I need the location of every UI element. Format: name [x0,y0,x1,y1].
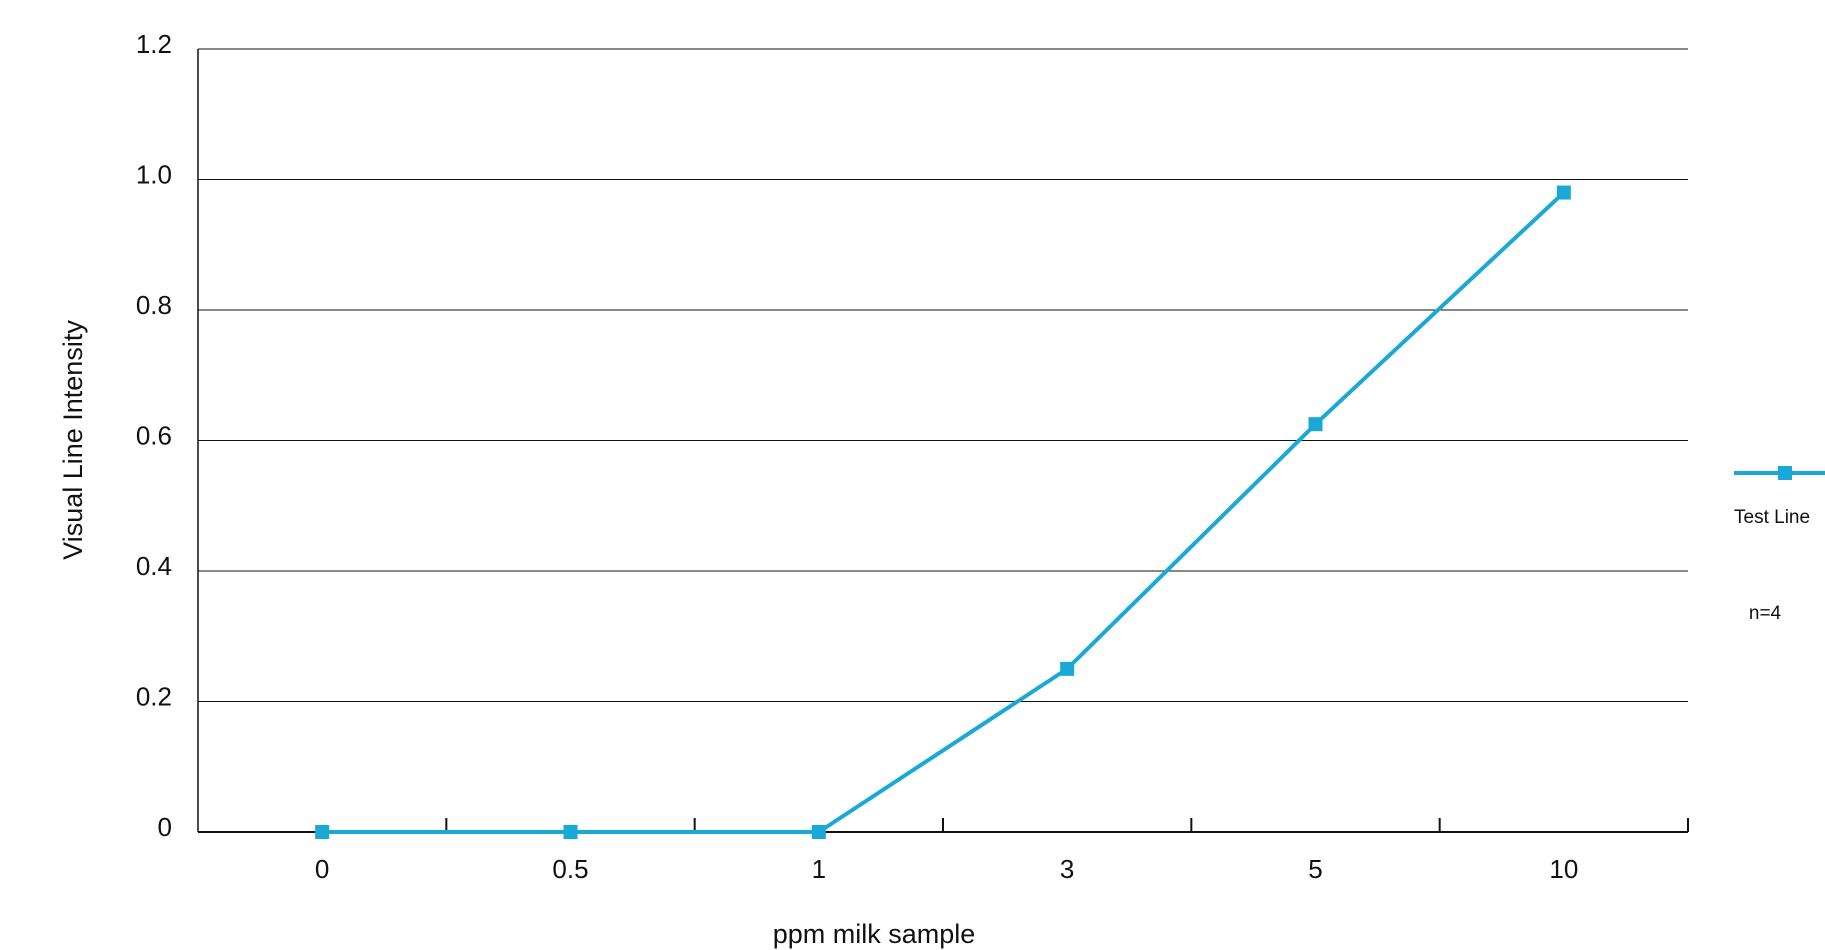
x-tick-label: 1 [812,854,826,884]
y-tick-label: 0.8 [136,290,172,320]
x-tick-label: 5 [1308,854,1322,884]
gridlines [198,48,1688,702]
y-tick-label: 1.0 [136,160,172,190]
y-tick-label: 0.4 [136,551,172,581]
series-line [322,191,1566,834]
x-tick-label: 0 [315,854,329,884]
data-point-marker [315,825,330,839]
y-tick-label: 0 [158,812,172,842]
data-point-marker [1308,417,1323,432]
x-tick-label: 3 [1060,854,1074,884]
data-point-marker [1556,185,1571,200]
x-axis-title: ppm milk sample [773,919,976,949]
y-tick-labels: 0 0.2 0.4 0.6 0.8 1.0 1.2 [136,29,172,842]
data-point-marker [563,825,578,839]
legend: Test Line n=4 [1734,466,1825,624]
y-tick-label: 1.2 [136,29,172,59]
y-tick-label: 0.2 [136,682,172,712]
y-axis-title: Visual Line Intensity [58,320,88,560]
legend-square-marker [1778,466,1792,480]
data-point-marker [1060,661,1075,676]
legend-annotation: n=4 [1749,603,1782,624]
data-point-marker [811,825,826,839]
x-tick-label: 0.5 [552,854,588,884]
y-tick-label: 0.6 [136,421,172,451]
x-ticks [445,818,1689,832]
legend-label: Test Line [1734,507,1810,528]
x-tick-labels: 0 0.5 1 3 5 10 [315,854,1578,884]
series [315,185,1571,839]
x-tick-label: 10 [1549,854,1578,884]
